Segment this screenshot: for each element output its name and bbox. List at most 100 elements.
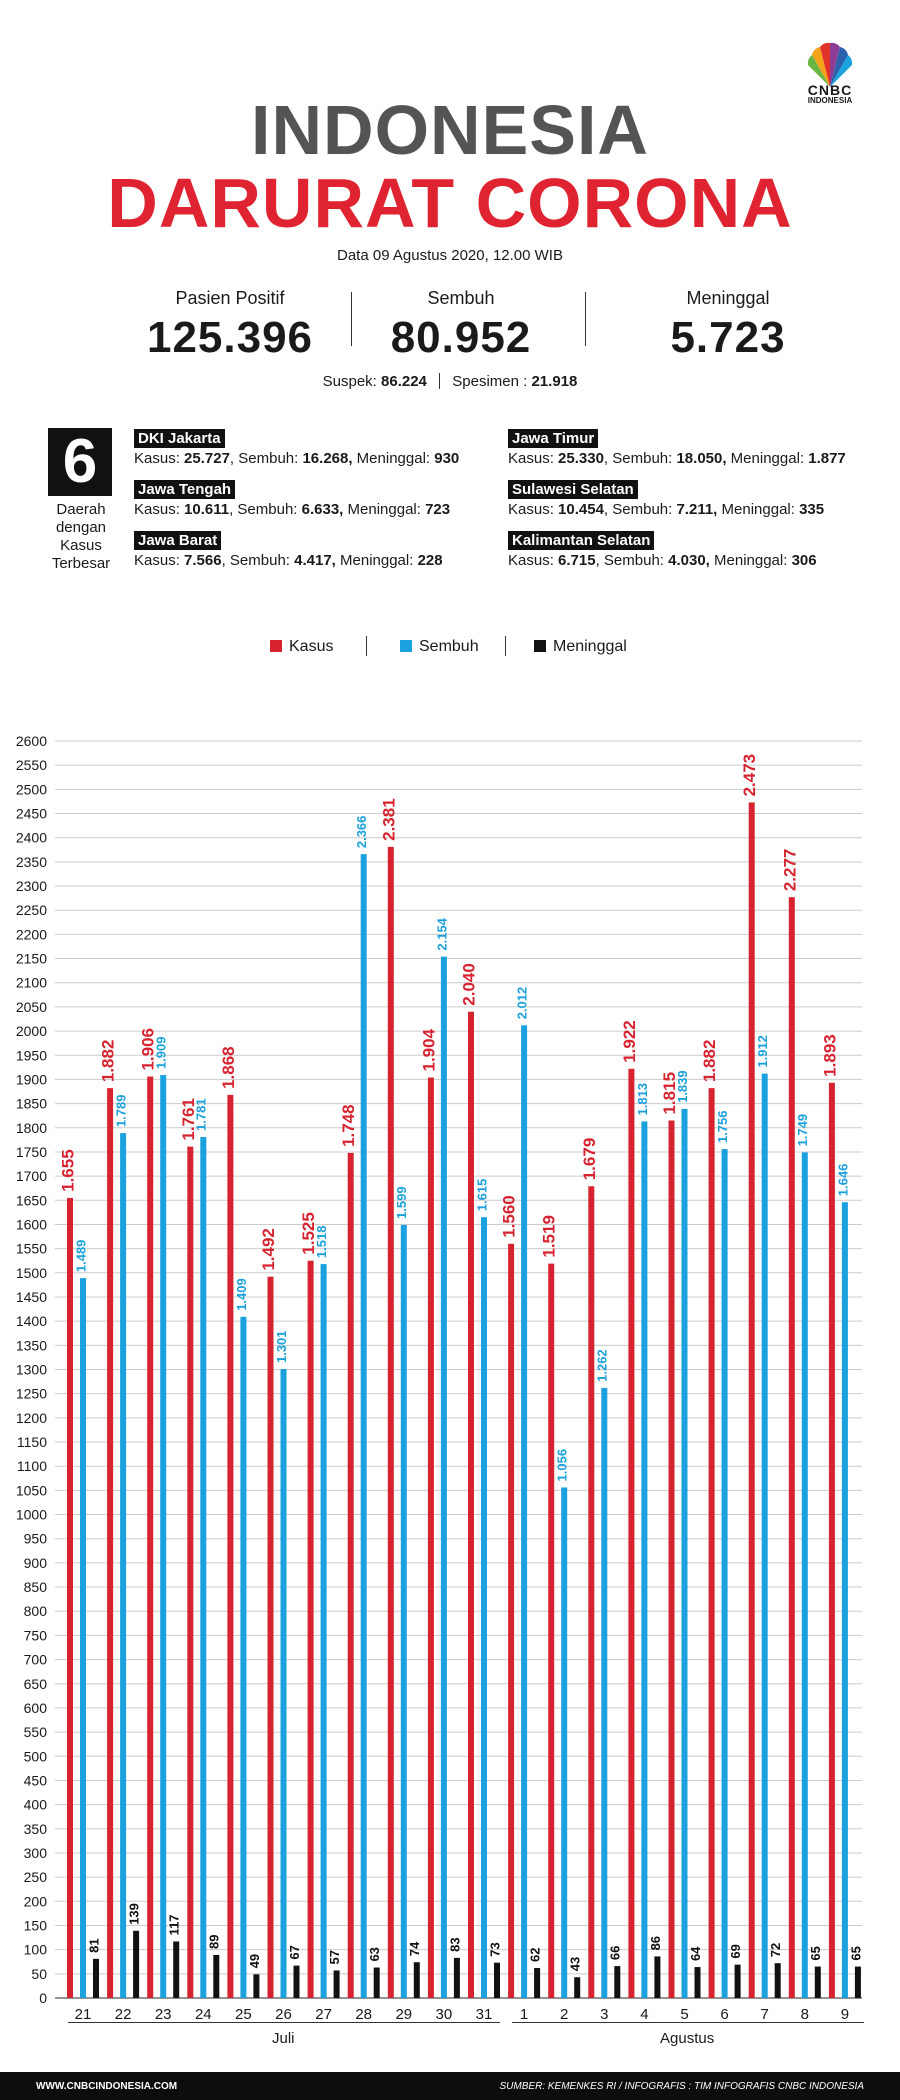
meninggal-data-label: 81	[86, 1938, 101, 1952]
stat-label: Pasien Positif	[175, 288, 285, 308]
kasus-data-label: 1.882	[700, 1040, 719, 1083]
meninggal-bar	[133, 1930, 140, 1998]
x-tick-label: 6	[720, 2006, 728, 2020]
sembuh-data-label: 1.813	[635, 1083, 650, 1116]
sembuh-data-label: 2.012	[515, 987, 530, 1020]
meninggal-data-label: 83	[447, 1937, 462, 1951]
y-tick-label: 300	[24, 1845, 48, 1861]
y-tick-label: 1150	[17, 1434, 47, 1450]
y-tick-label: 700	[24, 1652, 48, 1668]
region-item: Sulawesi Selatan Kasus: 10.454, Sembuh: 7…	[508, 480, 824, 518]
meninggal-data-label: 86	[648, 1936, 663, 1950]
meninggal-data-label: 69	[728, 1944, 743, 1958]
y-tick-label: 500	[24, 1748, 48, 1764]
brand-name: CNBC	[807, 82, 853, 98]
meninggal-data-label: 57	[327, 1950, 342, 1964]
x-tick-label: 9	[841, 2006, 849, 2020]
stat-divider	[585, 292, 586, 346]
region-stats: Kasus: 7.566, Sembuh: 4.417, Meninggal: …	[134, 552, 443, 569]
kasus-data-label: 1.893	[820, 1034, 839, 1077]
kasus-bar	[307, 1260, 314, 1998]
y-tick-label: 150	[24, 1917, 48, 1933]
sembuh-bar	[440, 956, 447, 1999]
suspek-label: Suspek:	[322, 373, 377, 390]
sembuh-bar	[360, 854, 367, 1998]
legend-swatch	[400, 640, 412, 652]
y-tick-label: 2150	[16, 951, 47, 967]
y-tick-label: 2300	[16, 878, 47, 894]
legend-label: Meninggal	[553, 638, 627, 655]
y-tick-label: 50	[31, 1966, 47, 1982]
sembuh-bar	[601, 1387, 608, 1998]
x-tick-label: 2	[560, 2006, 568, 2020]
sembuh-bar	[841, 1202, 848, 1998]
y-tick-label: 750	[24, 1627, 48, 1643]
x-tick-label: 21	[75, 2006, 92, 2020]
meninggal-bar	[293, 1965, 300, 1998]
meninggal-data-label: 64	[688, 1946, 703, 1961]
y-tick-label: 1100	[17, 1458, 47, 1474]
sembuh-bar	[120, 1133, 127, 1998]
kasus-bar	[107, 1088, 114, 1998]
region-name: Kalimantan Selatan	[508, 531, 655, 550]
y-tick-label: 900	[24, 1555, 48, 1571]
sembuh-data-label: 2.154	[434, 917, 449, 950]
sembuh-bar	[641, 1121, 648, 1998]
kasus-data-label: 1.492	[259, 1228, 278, 1271]
x-tick-label: 1	[520, 2006, 528, 2020]
x-tick-label: 7	[761, 2006, 769, 2020]
sembuh-data-label: 1.756	[715, 1110, 730, 1143]
kasus-bar	[147, 1076, 154, 1998]
month-label-juli: Juli	[272, 2030, 295, 2047]
brand-sub: INDONESIA	[807, 96, 853, 105]
y-tick-label: 1600	[16, 1216, 47, 1232]
kasus-bar	[347, 1152, 354, 1998]
spesimen-label: Spesimen :	[452, 373, 528, 390]
meninggal-bar	[654, 1956, 661, 1998]
meninggal-bar	[253, 1974, 260, 1998]
meninggal-bar	[694, 1967, 701, 1998]
kasus-data-label: 1.519	[540, 1215, 559, 1258]
kasus-data-label: 2.277	[780, 849, 799, 892]
region-name: DKI Jakarta	[134, 429, 225, 448]
meninggal-bar	[213, 1954, 220, 1998]
kasus-bar	[588, 1186, 595, 1998]
kasus-data-label: 1.525	[299, 1212, 318, 1255]
region-name: Jawa Tengah	[134, 480, 236, 499]
y-tick-label: 2550	[16, 757, 47, 773]
y-tick-label: 550	[24, 1724, 48, 1740]
y-tick-label: 800	[24, 1603, 48, 1619]
footer-website[interactable]: WWW.CNBCINDONESIA.COM	[36, 2081, 178, 2092]
x-tick-label: 31	[476, 2006, 493, 2020]
title-line-1: INDONESIA	[251, 91, 649, 169]
sembuh-data-label: 1.489	[73, 1240, 88, 1273]
region-count: 6	[48, 428, 112, 496]
kasus-data-label: 1.922	[620, 1020, 639, 1063]
y-tick-label: 2250	[16, 902, 47, 918]
x-tick-label: 23	[155, 2006, 172, 2020]
sembuh-bar	[521, 1025, 528, 1998]
kasus-data-label: 1.868	[219, 1046, 238, 1089]
sembuh-data-label: 1.912	[755, 1035, 770, 1068]
meninggal-bar	[814, 1966, 821, 1998]
meninggal-data-label: 65	[808, 1946, 823, 1960]
x-tick-label: 4	[640, 2006, 648, 2020]
kasus-data-label: 1.761	[179, 1098, 198, 1141]
y-tick-label: 1650	[16, 1192, 47, 1208]
meninggal-data-label: 66	[608, 1946, 623, 1960]
sembuh-bar	[240, 1316, 247, 1998]
meninggal-bar	[534, 1968, 541, 1998]
sembuh-bar	[280, 1369, 287, 1998]
x-tick-label: 5	[680, 2006, 688, 2020]
month-bracket-juli	[68, 2022, 500, 2023]
y-tick-label: 1500	[16, 1265, 47, 1281]
x-tick-label: 28	[355, 2006, 372, 2020]
meninggal-bar	[734, 1964, 741, 1998]
sembuh-bar	[721, 1149, 728, 1998]
sembuh-bar	[320, 1264, 327, 1998]
y-tick-label: 1700	[16, 1168, 47, 1184]
stat-label: Meninggal	[686, 288, 770, 308]
kasus-data-label: 2.040	[459, 963, 478, 1006]
y-tick-label: 450	[24, 1772, 48, 1788]
y-tick-label: 1850	[16, 1096, 47, 1112]
